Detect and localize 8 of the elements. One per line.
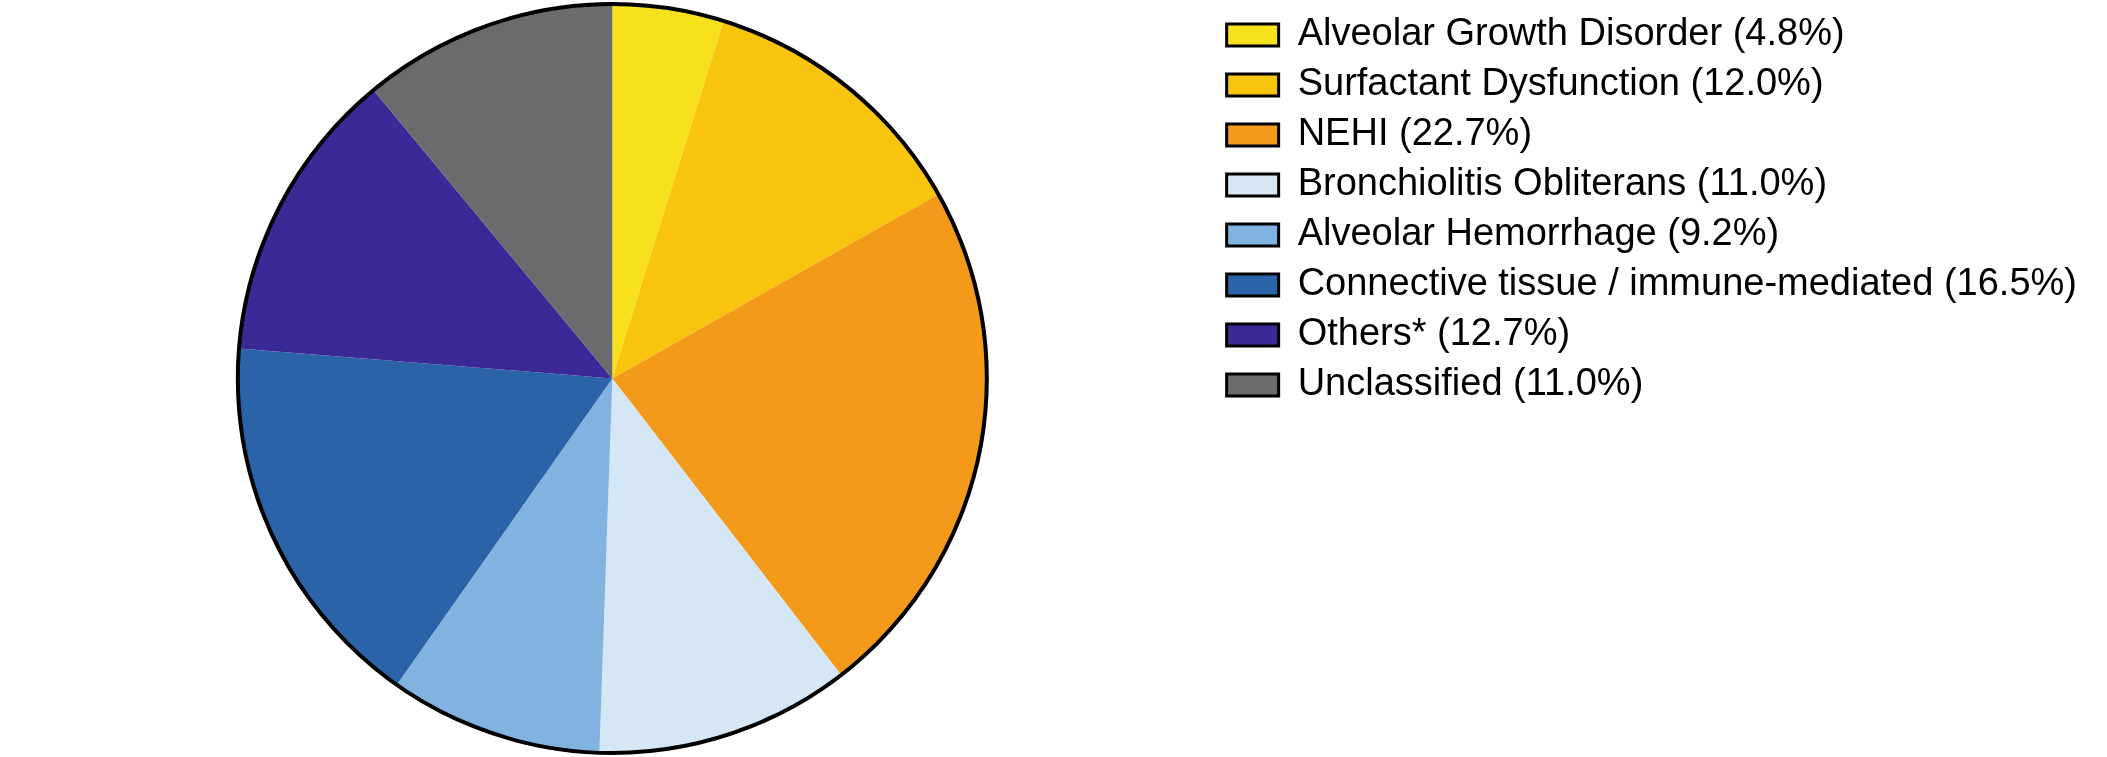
legend-label: Others* (12.7%) xyxy=(1297,311,1571,354)
legend-label: Alveolar Hemorrhage (9.2%) xyxy=(1297,211,1780,254)
legend-label: Bronchiolitis Obliterans (11.0%) xyxy=(1297,161,1828,204)
legend-label: Surfactant Dysfunction (12.0%) xyxy=(1297,61,1824,104)
legend-label: Unclassified (11.0%) xyxy=(1297,361,1644,404)
legend-label: NEHI (22.7%) xyxy=(1297,111,1533,154)
legend-label: Alveolar Growth Disorder (4.8%) xyxy=(1297,11,1845,54)
legend-label: Connective tissue / immune-mediated (16.5%) xyxy=(1297,261,2078,304)
